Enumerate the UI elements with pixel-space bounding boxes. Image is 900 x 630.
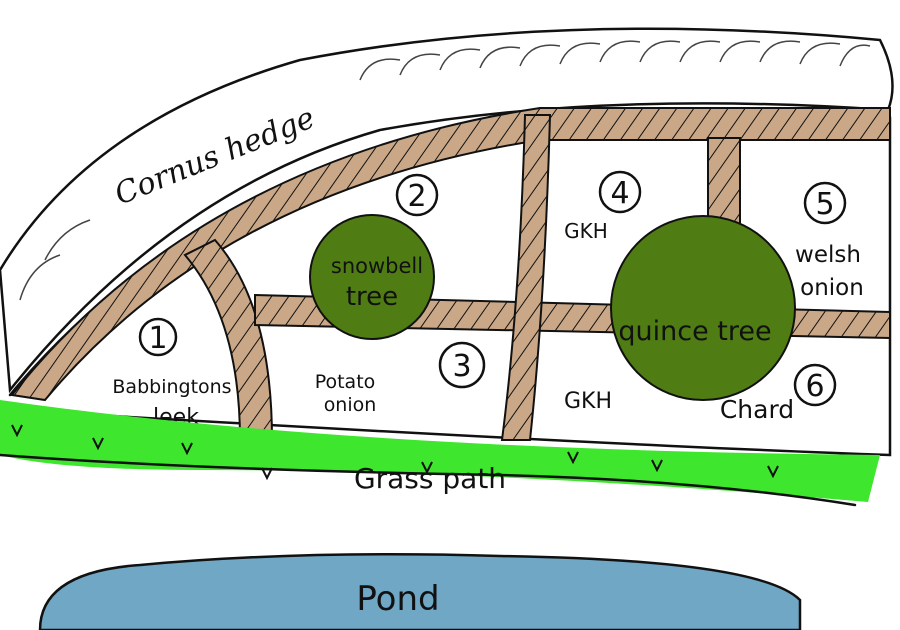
bed-6-number-ring [793, 363, 837, 407]
bed-4: 4 GKH [564, 170, 642, 243]
bed-4-number-ring [598, 170, 642, 214]
quince-tree: quince tree [610, 215, 796, 401]
bed-3-crop-line2: onion [324, 394, 377, 416]
snowbell-tree-label-line2: tree [346, 282, 398, 312]
hedge-scallops [19, 40, 871, 301]
bed-6-crop: Chard [720, 395, 794, 424]
bed-4-crop: GKH [564, 219, 608, 243]
bed-3-crop-line1: Potato [315, 371, 376, 393]
grass-path-label: Grass path [354, 462, 506, 495]
bed-1-number: 1 [148, 321, 167, 356]
bed-2-number: 2 [407, 179, 426, 214]
bed-6: 6 Chard [720, 363, 837, 424]
bed-2-number-ring [395, 173, 439, 217]
bed-3: 3 Potato onion [315, 341, 486, 416]
bed-5-crop-line2: onion [800, 275, 864, 301]
gkh-lower-label: GKH [564, 389, 612, 414]
bed-1: 1 Babbingtons leek [112, 317, 232, 430]
snowbell-tree-label-line1: snowbell [331, 254, 423, 278]
bed-3-number: 3 [452, 349, 471, 384]
bed-1-number-ring [138, 317, 178, 357]
bed-6-number: 6 [805, 369, 824, 404]
bed-5-crop-line1: welsh [795, 242, 861, 268]
bed-3-number-ring [438, 341, 486, 389]
bed-5-number: 5 [815, 187, 834, 222]
path-center-vertical [500, 114, 552, 441]
pond: Pond [38, 553, 802, 630]
snowbell-tree: snowbell tree [309, 214, 435, 340]
bed-5-number-ring [803, 181, 847, 225]
tree-icon [309, 214, 435, 340]
bed-2: 2 [395, 173, 439, 217]
grass-tufts [11, 424, 779, 481]
quince-tree-label: quince tree [618, 316, 771, 347]
bed-1-crop-line1: Babbingtons [112, 376, 231, 398]
bed-5: 5 welsh onion [795, 181, 864, 301]
pond-label: Pond [356, 579, 439, 619]
bed-4-number: 4 [610, 176, 629, 211]
tree-icon [610, 215, 796, 401]
grass-path: Grass path [0, 400, 880, 507]
